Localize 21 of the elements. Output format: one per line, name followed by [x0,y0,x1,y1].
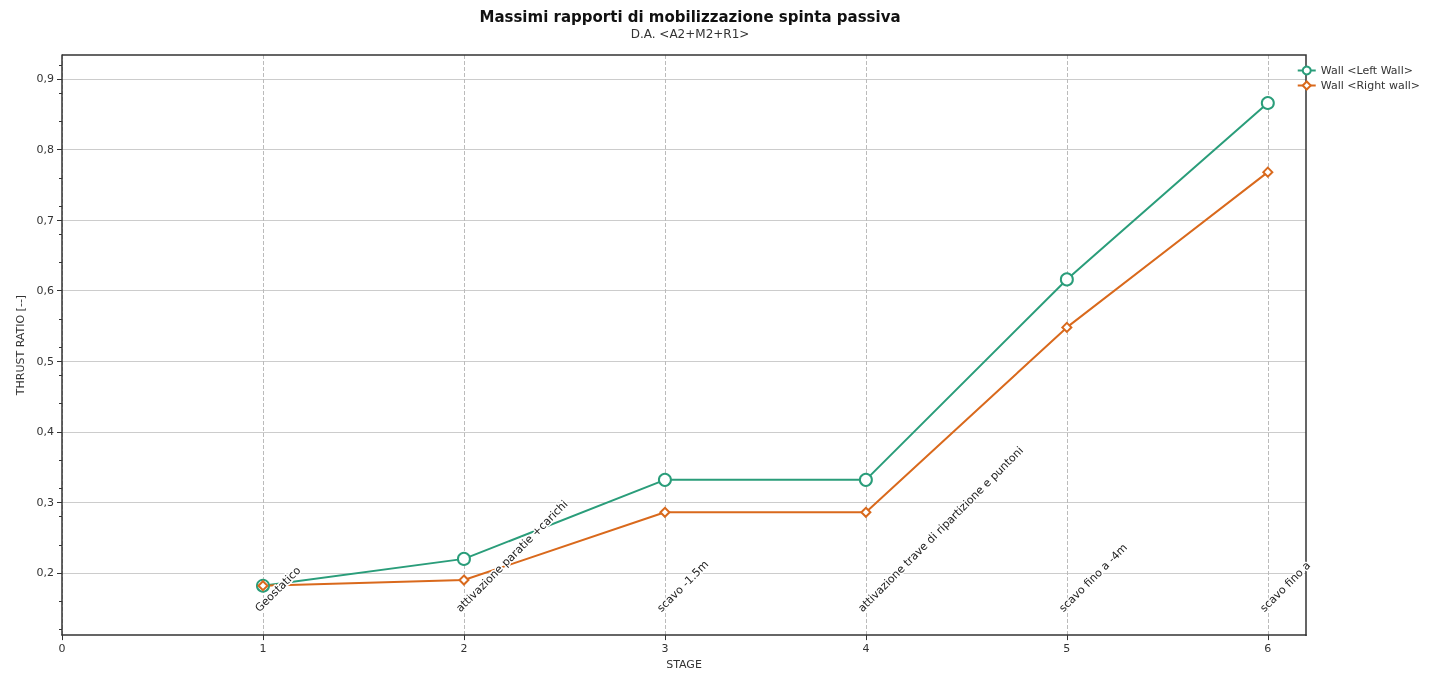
y-axis-title: THRUST RATIO [--] [13,294,27,397]
x-axis-title: STAGE [666,658,702,671]
y-tick-label: 0,9 [36,72,54,86]
y-tick-label: 0,5 [36,354,54,368]
legend-label: Wall <Left Wall> [1320,64,1413,77]
chart-subtitle: D.A. <A2+M2+R1> [630,27,750,41]
x-tick-label: 5 [1063,642,1071,656]
y-tick-label: 0,6 [36,284,54,298]
chart-title: Massimi rapporti di mobilizzazione spinta passiva [479,7,901,26]
x-tick-label: 4 [862,642,870,656]
x-tick-label: 6 [1264,642,1272,656]
x-tick-label: 0 [58,642,66,656]
y-tick-label: 0,2 [36,566,54,580]
y-tick-label: 0,7 [36,213,54,227]
y-tick-label: 0,3 [36,495,54,509]
y-tick-label: 0,4 [36,425,54,439]
x-tick-label: 2 [460,642,468,656]
x-tick-label: 3 [661,642,669,656]
legend-label: Wall <Right wall> [1320,79,1421,92]
y-tick-label: 0,8 [36,143,54,157]
x-tick-label: 1 [259,642,267,656]
